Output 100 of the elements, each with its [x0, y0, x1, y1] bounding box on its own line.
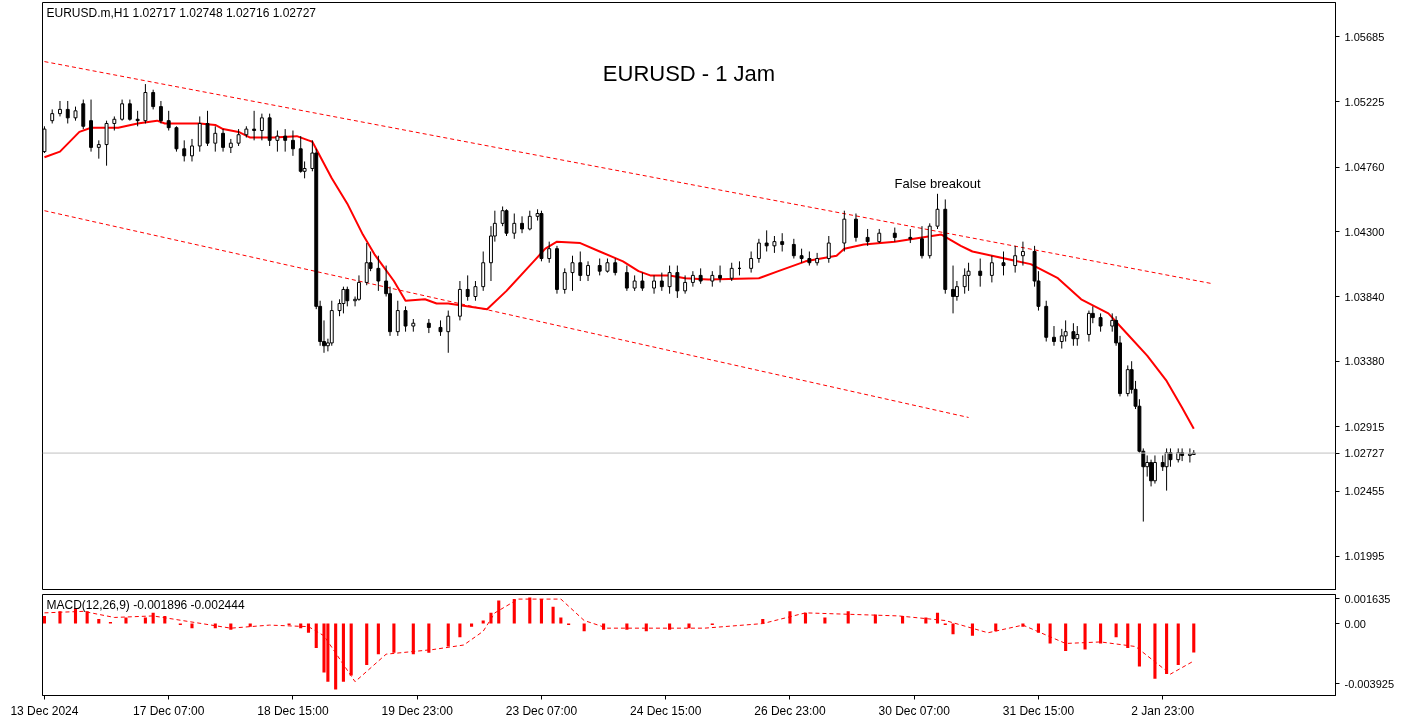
- candlestick: [640, 272, 645, 292]
- bar: [1083, 623, 1087, 650]
- candlestick: [345, 286, 350, 307]
- candlestick: [951, 265, 955, 314]
- bar: [349, 623, 353, 676]
- candlestick: [127, 99, 132, 122]
- bar: [559, 617, 563, 624]
- candlestick: [275, 130, 280, 153]
- x-tick-label: 17 Dec 07:00: [133, 703, 205, 718]
- y-tick-label: 1.03380: [1344, 355, 1385, 368]
- x-tick-label: 31 Dec 15:00: [1002, 703, 1075, 718]
- candlestick: [376, 255, 381, 292]
- bar: [823, 617, 827, 624]
- candlestick: [174, 125, 179, 153]
- candlestick: [718, 265, 723, 283]
- annotation: MACD(12,26,9) -0.001896 -0.002444: [46, 597, 245, 612]
- candlestick: [81, 99, 86, 130]
- x-tick-label: 13 Dec 2024: [10, 703, 79, 718]
- candlestick: [403, 305, 408, 333]
- bar: [376, 623, 380, 655]
- bar: [1126, 623, 1130, 649]
- candlestick: [1145, 454, 1150, 478]
- bar: [489, 612, 493, 624]
- bar: [427, 623, 431, 653]
- candlestick: [465, 274, 470, 302]
- candlestick: [978, 258, 983, 288]
- y-tick-label: 1.03840: [1344, 290, 1385, 303]
- y-tick-label: 1.04760: [1344, 161, 1385, 174]
- candlestick: [190, 138, 194, 162]
- candlestick: [764, 229, 769, 252]
- bar: [392, 623, 396, 653]
- candlestick: [1052, 325, 1056, 347]
- y-tick-label: -0.003925: [1344, 677, 1395, 690]
- candlestick: [364, 242, 369, 286]
- candlestick: [104, 120, 109, 167]
- candlestick: [966, 262, 971, 292]
- bar: [470, 623, 474, 627]
- candlestick: [690, 270, 695, 288]
- candlestick: [166, 110, 171, 132]
- y-tick-label: 1.04300: [1344, 225, 1385, 238]
- candlestick: [298, 135, 303, 174]
- candlestick: [652, 274, 657, 295]
- x-tick-label: 24 Dec 15:00: [630, 703, 702, 718]
- candlestick: [756, 238, 761, 264]
- bar: [788, 611, 792, 624]
- candlestick: [1063, 319, 1068, 343]
- x-tick-label: 23 Dec 07:00: [505, 703, 578, 718]
- candlestick: [512, 213, 517, 240]
- candlestick: [252, 110, 257, 141]
- candlestick: [749, 250, 754, 274]
- candlestick: [675, 265, 680, 299]
- candlestick: [1152, 454, 1157, 485]
- bar: [924, 617, 928, 624]
- candlestick: [586, 260, 590, 282]
- bar: [151, 612, 155, 624]
- bar: [846, 611, 850, 624]
- candlestick: [96, 139, 101, 160]
- candlestick: [205, 110, 210, 147]
- annotation: EURUSD.m,H1 1.02717 1.02748 1.02716 1.02727: [46, 5, 317, 20]
- candlestick: [357, 274, 361, 302]
- candlestick: [1075, 325, 1080, 347]
- candlestick: [791, 238, 796, 260]
- bar: [97, 618, 101, 624]
- candlestick: [120, 99, 125, 122]
- annotation: False breakout: [894, 175, 981, 191]
- text: EURUSD - 1 Jam: [602, 60, 776, 86]
- candlestick: [1125, 364, 1130, 397]
- candlestick: [547, 241, 552, 264]
- bar: [873, 614, 877, 624]
- candlestick: [65, 100, 70, 124]
- x-tick-label: 30 Dec 07:00: [878, 703, 951, 718]
- candlestick: [290, 130, 295, 157]
- bar: [1114, 623, 1118, 638]
- candlestick: [197, 115, 202, 153]
- bar: [687, 623, 691, 629]
- bar: [1165, 623, 1169, 675]
- candlestick: [283, 128, 288, 153]
- candlestick: [826, 235, 831, 264]
- candlestick: [1149, 459, 1154, 487]
- candlestick: [341, 286, 346, 314]
- x-tick-label: 19 Dec 23:00: [381, 703, 454, 718]
- bar: [951, 623, 955, 635]
- y-tick-label: 1.02915: [1344, 420, 1385, 433]
- candlestick: [578, 250, 583, 282]
- candlestick: [659, 272, 664, 292]
- bar: [625, 623, 629, 630]
- candlestick: [1187, 447, 1192, 463]
- bar: [446, 623, 450, 647]
- bar: [901, 615, 905, 624]
- candlestick: [667, 265, 672, 295]
- candlestick: [1020, 241, 1025, 267]
- candlestick: [920, 225, 924, 260]
- y-tick-label: 1.05685: [1344, 30, 1385, 43]
- y-tick-label: 1.01995: [1344, 550, 1385, 563]
- candlestick: [624, 265, 629, 292]
- bar: [935, 612, 940, 624]
- bar: [1192, 623, 1196, 653]
- bar: [42, 615, 46, 624]
- candlestick: [1086, 310, 1091, 343]
- candlestick: [1013, 245, 1018, 274]
